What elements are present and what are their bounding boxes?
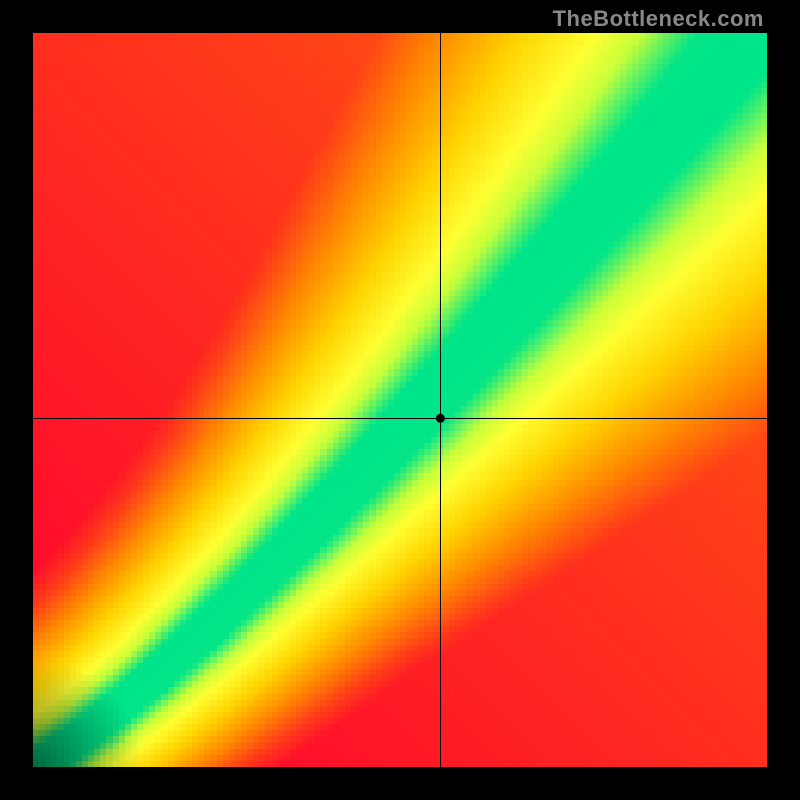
heatmap-canvas [0,0,800,800]
watermark-text: TheBottleneck.com [553,6,764,32]
bottleneck-heatmap-figure: TheBottleneck.com [0,0,800,800]
